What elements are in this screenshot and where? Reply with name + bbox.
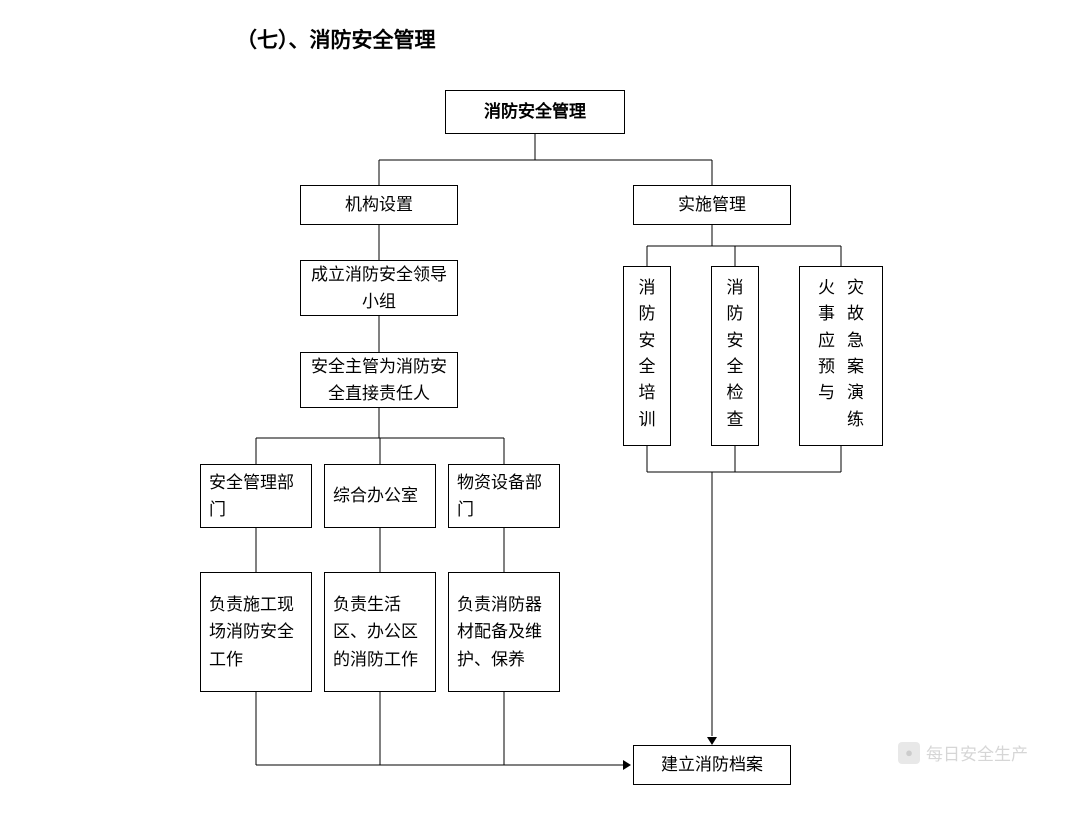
node-duty3: 负责消防器材配备及维护、保养 xyxy=(448,572,560,692)
node-dept3-label: 物资设备部门 xyxy=(457,469,551,523)
section-heading: （七）、消防安全管理 xyxy=(236,24,436,54)
node-root: 消防安全管理 xyxy=(445,90,625,134)
node-orgset-label: 机构设置 xyxy=(345,191,413,218)
node-train: 消防安全培训 xyxy=(623,266,671,446)
node-duty1: 负责施工现场消防安全工作 xyxy=(200,572,312,692)
node-dept2-label: 综合办公室 xyxy=(333,482,418,509)
node-orgset: 机构设置 xyxy=(300,185,458,225)
node-head: 安全主管为消防安全直接责任人 xyxy=(300,352,458,408)
node-group-label: 成立消防安全领导小组 xyxy=(309,261,449,315)
node-dept1-label: 安全管理部门 xyxy=(209,469,303,523)
node-impl-label: 实施管理 xyxy=(678,191,746,218)
wechat-icon: ● xyxy=(898,742,920,764)
node-final: 建立消防档案 xyxy=(633,745,791,785)
node-check: 消防安全检查 xyxy=(711,266,759,446)
node-dept3: 物资设备部门 xyxy=(448,464,560,528)
node-final-label: 建立消防档案 xyxy=(661,751,763,778)
node-drill: 火事应预与灾故急案演练 xyxy=(799,266,883,446)
node-root-label: 消防安全管理 xyxy=(484,98,586,125)
watermark: ● 每日安全生产 xyxy=(898,740,1028,765)
node-dept2: 综合办公室 xyxy=(324,464,436,528)
node-group: 成立消防安全领导小组 xyxy=(300,260,458,316)
node-head-label: 安全主管为消防安全直接责任人 xyxy=(309,353,449,407)
node-dept1: 安全管理部门 xyxy=(200,464,312,528)
node-duty2-label: 负责生活区、办公区的消防工作 xyxy=(333,591,427,673)
node-duty1-label: 负责施工现场消防安全工作 xyxy=(209,591,303,673)
node-duty2: 负责生活区、办公区的消防工作 xyxy=(324,572,436,692)
node-duty3-label: 负责消防器材配备及维护、保养 xyxy=(457,591,551,673)
node-impl: 实施管理 xyxy=(633,185,791,225)
watermark-text: 每日安全生产 xyxy=(926,740,1028,765)
